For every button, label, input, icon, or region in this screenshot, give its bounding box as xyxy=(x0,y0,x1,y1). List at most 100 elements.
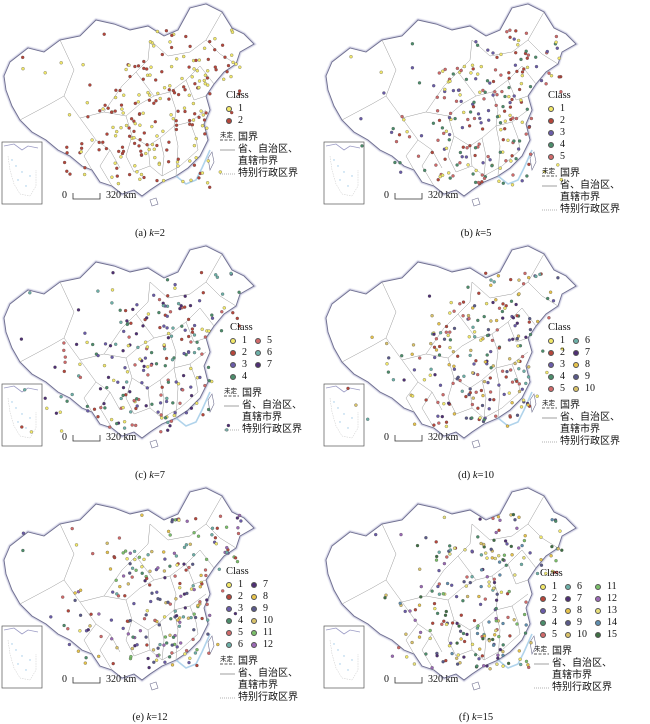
city-point xyxy=(491,364,495,368)
hainan-island xyxy=(471,197,481,207)
city-point xyxy=(427,294,432,298)
city-point xyxy=(444,420,449,424)
city-point xyxy=(237,513,242,518)
city-point xyxy=(555,46,559,50)
city-point xyxy=(517,649,521,653)
city-point xyxy=(497,554,501,558)
city-point xyxy=(489,366,493,370)
city-point xyxy=(467,124,472,128)
city-point xyxy=(501,181,505,185)
city-point xyxy=(150,402,154,406)
panel-caption: (a) k=2 xyxy=(70,228,230,239)
legend-class-2: 2 xyxy=(540,593,557,605)
city-point xyxy=(515,379,519,384)
city-point xyxy=(503,539,508,543)
sar-border-label: 特别行政区界 xyxy=(560,436,620,447)
city-point xyxy=(455,656,459,660)
city-point xyxy=(410,42,415,46)
city-point xyxy=(70,526,74,531)
city-point xyxy=(472,330,477,334)
city-point xyxy=(207,379,211,383)
city-point xyxy=(81,63,85,67)
city-point xyxy=(162,347,167,351)
boundary-legend: 未定 国界 省、自治区、 直辖市界 特别行政区界 xyxy=(534,646,612,694)
city-point xyxy=(424,398,428,402)
city-point xyxy=(514,302,518,307)
scale-zero: 0 xyxy=(384,674,389,685)
class-label: 4 xyxy=(552,617,557,628)
city-point xyxy=(156,410,160,414)
city-point xyxy=(134,332,139,336)
city-point xyxy=(158,642,162,647)
city-point xyxy=(205,181,210,185)
city-point xyxy=(156,566,160,570)
city-point xyxy=(145,643,149,647)
city-point xyxy=(492,280,496,284)
city-point xyxy=(191,101,196,106)
city-point xyxy=(511,116,515,120)
city-point xyxy=(476,180,481,185)
sar-border-label: 特别行政区界 xyxy=(552,682,612,693)
city-point xyxy=(110,301,114,305)
class-label: 2 xyxy=(238,115,243,126)
undetermined-label: 未定 xyxy=(220,656,233,663)
city-point xyxy=(464,584,468,588)
caption-prefix: (f) xyxy=(458,712,473,723)
provincial-border-label-1: 省、自治区、 xyxy=(560,412,620,423)
city-point xyxy=(174,614,179,618)
city-point xyxy=(128,571,132,575)
legend-class-6: 6 xyxy=(573,335,595,347)
city-point xyxy=(85,404,90,409)
city-point xyxy=(528,84,533,89)
city-point xyxy=(119,320,123,324)
legend-sar-border: 特别行政区界 xyxy=(220,692,298,704)
city-point xyxy=(127,172,132,177)
city-point xyxy=(442,131,446,136)
city-point xyxy=(526,53,531,57)
city-point xyxy=(494,298,498,302)
class-dot-icon xyxy=(573,338,579,344)
city-point xyxy=(428,373,432,377)
city-point xyxy=(139,172,144,177)
city-point xyxy=(495,328,499,332)
city-point xyxy=(123,366,127,370)
city-point xyxy=(202,78,206,83)
city-point xyxy=(507,76,511,80)
city-point xyxy=(176,618,180,622)
city-point xyxy=(448,552,452,556)
city-point xyxy=(423,168,427,173)
city-point xyxy=(485,575,489,579)
city-point xyxy=(220,43,225,47)
city-point xyxy=(125,557,129,561)
panel-caption: (c) k=7 xyxy=(70,470,230,481)
city-point xyxy=(189,178,193,182)
city-point xyxy=(197,115,201,120)
city-point xyxy=(184,34,188,39)
city-point xyxy=(177,518,181,522)
city-point xyxy=(556,547,560,551)
city-point xyxy=(150,124,154,129)
city-point xyxy=(193,112,197,116)
city-point xyxy=(482,634,487,638)
class-label: 10 xyxy=(577,629,587,640)
class-label: 14 xyxy=(607,617,617,628)
city-point xyxy=(155,143,159,148)
city-point xyxy=(448,111,453,116)
city-point xyxy=(486,380,490,385)
class-label: 10 xyxy=(585,383,595,394)
provincial-border-label-2: 直辖市界 xyxy=(552,670,592,681)
city-point xyxy=(504,563,508,567)
city-point xyxy=(184,411,189,415)
city-point xyxy=(214,542,218,546)
city-point xyxy=(83,661,87,665)
city-point xyxy=(430,666,434,670)
city-point xyxy=(513,573,517,577)
undetermined-label: 未定 xyxy=(224,388,237,395)
city-point xyxy=(486,154,490,159)
city-point xyxy=(163,364,167,368)
city-point xyxy=(63,360,67,364)
city-point xyxy=(475,631,480,636)
city-point xyxy=(179,641,183,645)
city-point xyxy=(474,359,478,363)
